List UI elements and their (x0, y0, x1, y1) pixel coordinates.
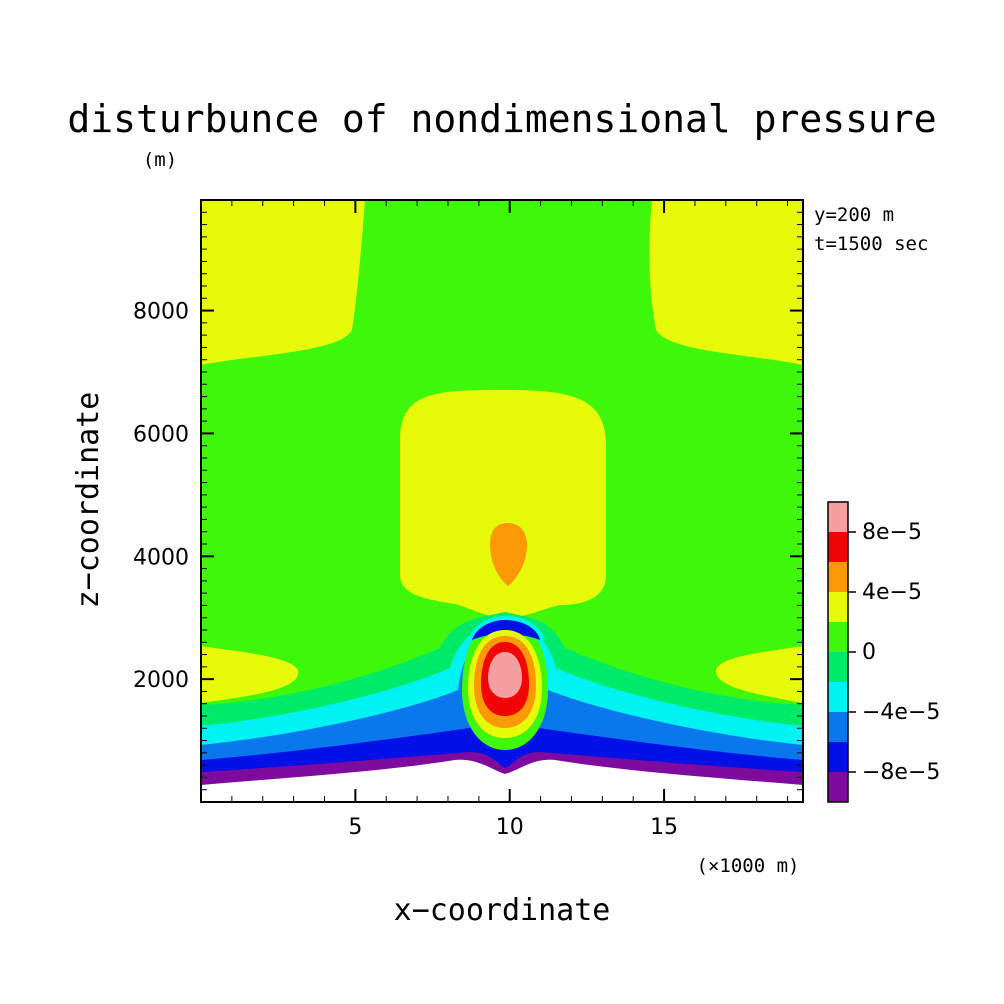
y-axis-label: z−coordinate (71, 392, 106, 609)
colorbar-swatch (828, 562, 848, 592)
colorbar-tick-label: −4e−5 (862, 700, 940, 725)
colorbar-tick-label: 4e−5 (862, 580, 922, 605)
annotation-y: y=200 m (814, 204, 894, 226)
colorbar-swatch (828, 622, 848, 652)
contour-core-maximum (488, 652, 522, 698)
contour-upper-right-positive (649, 200, 803, 365)
y-unit-label: (m) (143, 149, 177, 171)
x-tick-label: 10 (496, 815, 524, 840)
colorbar-swatch (828, 682, 848, 712)
chart-title: disturbunce of nondimensional pressure (67, 97, 936, 141)
colorbar-swatch (828, 742, 848, 772)
terrain-below-ground (201, 759, 803, 802)
y-tick-label: 6000 (133, 422, 189, 447)
y-tick-label: 8000 (133, 300, 189, 325)
major-ticks (201, 200, 803, 802)
y-tick-labels: 2000 4000 6000 8000 (133, 300, 189, 694)
colorbar-swatch (828, 652, 848, 682)
x-axis-label: x−coordinate (394, 893, 611, 928)
y-tick-label: 2000 (133, 668, 189, 693)
contour-lower-left-positive (201, 646, 299, 703)
y-tick-label: 4000 (133, 545, 189, 570)
plot-area (201, 200, 803, 802)
colorbar-swatch (828, 592, 848, 622)
contour-mid-positive (400, 390, 606, 618)
colorbar-swatch (828, 532, 848, 562)
x-tick-labels: 5 10 15 (348, 815, 678, 840)
colorbar-swatch (828, 772, 848, 802)
contour-upper-left-positive (201, 200, 365, 365)
plot-frame (200, 199, 804, 803)
x-unit-label: (×1000 m) (697, 855, 800, 877)
colorbar-tick-label: 8e−5 (862, 520, 922, 545)
colorbar (827, 501, 856, 803)
contour-mid-maximum (490, 523, 527, 586)
colorbar-labels: 8e−5 4e−5 0 −4e−5 −8e−5 (862, 520, 940, 785)
x-tick-label: 5 (348, 815, 362, 840)
colorbar-tick-label: −8e−5 (862, 760, 940, 785)
contour-lower-right-positive (715, 646, 803, 703)
colorbar-swatch (828, 502, 848, 532)
colorbar-tick-label: 0 (862, 640, 876, 665)
colorbar-swatch (828, 712, 848, 742)
x-tick-label: 15 (650, 815, 678, 840)
annotation-t: t=1500 sec (814, 233, 928, 255)
